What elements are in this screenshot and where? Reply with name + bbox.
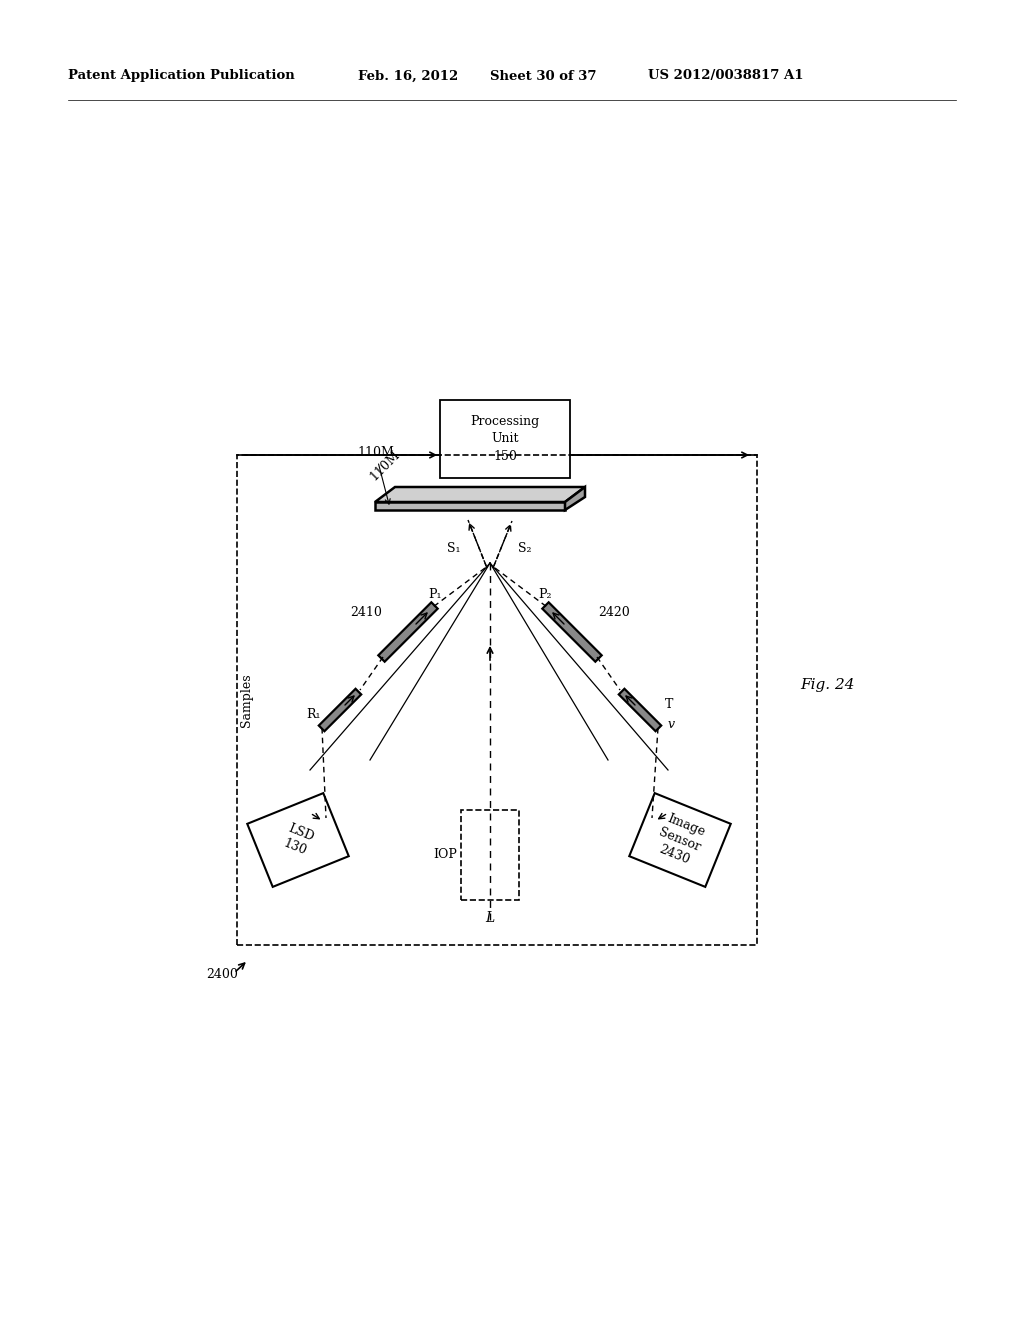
- Text: v: v: [668, 718, 675, 731]
- Text: P₁: P₁: [428, 587, 441, 601]
- Text: 2410: 2410: [350, 606, 382, 619]
- Text: Sheet 30 of 37: Sheet 30 of 37: [490, 70, 597, 82]
- Text: 2400: 2400: [206, 969, 238, 982]
- Text: 110M: 110M: [357, 446, 394, 504]
- Text: Fig. 24: Fig. 24: [800, 678, 854, 692]
- Text: S₁: S₁: [446, 541, 460, 554]
- Text: 110M: 110M: [367, 447, 402, 483]
- Bar: [440, 400, 570, 478]
- Text: Image
Sensor
2430: Image Sensor 2430: [651, 810, 709, 869]
- Polygon shape: [543, 602, 602, 661]
- Text: Processing
Unit
150: Processing Unit 150: [470, 416, 540, 462]
- Polygon shape: [375, 487, 585, 502]
- Text: Samples: Samples: [241, 673, 254, 727]
- Text: IOP: IOP: [433, 849, 457, 862]
- Text: US 2012/0038817 A1: US 2012/0038817 A1: [648, 70, 804, 82]
- Polygon shape: [375, 502, 565, 510]
- Text: L: L: [485, 911, 495, 925]
- Polygon shape: [630, 793, 731, 887]
- Polygon shape: [618, 689, 662, 731]
- Polygon shape: [378, 602, 437, 661]
- Bar: [461, 810, 519, 900]
- Polygon shape: [565, 487, 585, 510]
- Text: LSD
130: LSD 130: [281, 821, 315, 858]
- Text: S₂: S₂: [518, 541, 531, 554]
- Polygon shape: [247, 793, 349, 887]
- Polygon shape: [318, 689, 361, 731]
- Text: Patent Application Publication: Patent Application Publication: [68, 70, 295, 82]
- Text: P₂: P₂: [539, 587, 552, 601]
- Bar: [237, 455, 757, 945]
- Text: T: T: [665, 698, 674, 711]
- Text: Feb. 16, 2012: Feb. 16, 2012: [358, 70, 459, 82]
- Text: 2420: 2420: [598, 606, 630, 619]
- Text: R₁: R₁: [307, 709, 322, 722]
